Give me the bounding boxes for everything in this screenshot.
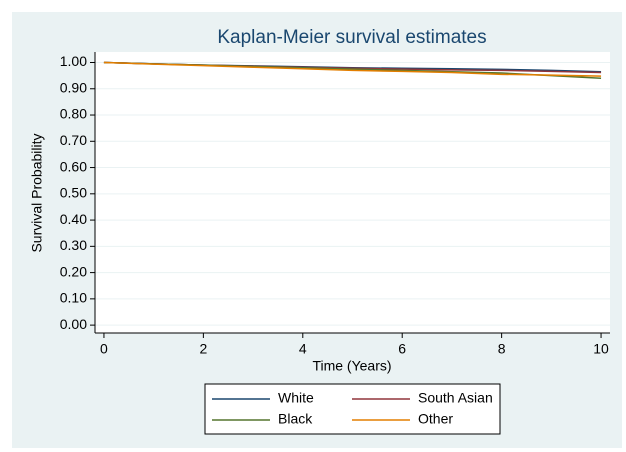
- x-tick-label: 4: [299, 341, 307, 357]
- x-tick-label: 0: [100, 341, 108, 357]
- plot-region: [95, 52, 610, 333]
- x-axis-label: Time (Years): [312, 358, 391, 374]
- legend-label: White: [278, 390, 314, 406]
- y-tick-label: 0.10: [60, 290, 87, 306]
- chart-title: Kaplan-Meier survival estimates: [217, 27, 486, 48]
- x-tick-label: 6: [398, 341, 406, 357]
- y-tick-label: 0.70: [60, 132, 87, 148]
- legend-box: [204, 383, 501, 435]
- x-tick-label: 8: [498, 341, 506, 357]
- y-tick-label: 0.40: [60, 211, 87, 227]
- y-tick-label: 0.50: [60, 185, 87, 201]
- y-tick-label: 0.60: [60, 158, 87, 174]
- y-tick-label: 0.80: [60, 106, 87, 122]
- y-tick-label: 0.90: [60, 79, 87, 95]
- legend-label: Black: [278, 411, 313, 427]
- x-tick-label: 10: [593, 341, 609, 357]
- y-axis-label: Survival Probability: [29, 133, 45, 252]
- y-tick-label: 0.20: [60, 263, 87, 279]
- y-tick-label: 1.00: [60, 53, 87, 69]
- y-tick-label: 0.30: [60, 237, 87, 253]
- legend-label: Other: [418, 411, 453, 427]
- survival-line: [103, 61, 602, 77]
- y-tick-label: 0.00: [60, 316, 87, 332]
- x-tick-label: 2: [199, 341, 207, 357]
- legend-label: South Asian: [418, 390, 493, 406]
